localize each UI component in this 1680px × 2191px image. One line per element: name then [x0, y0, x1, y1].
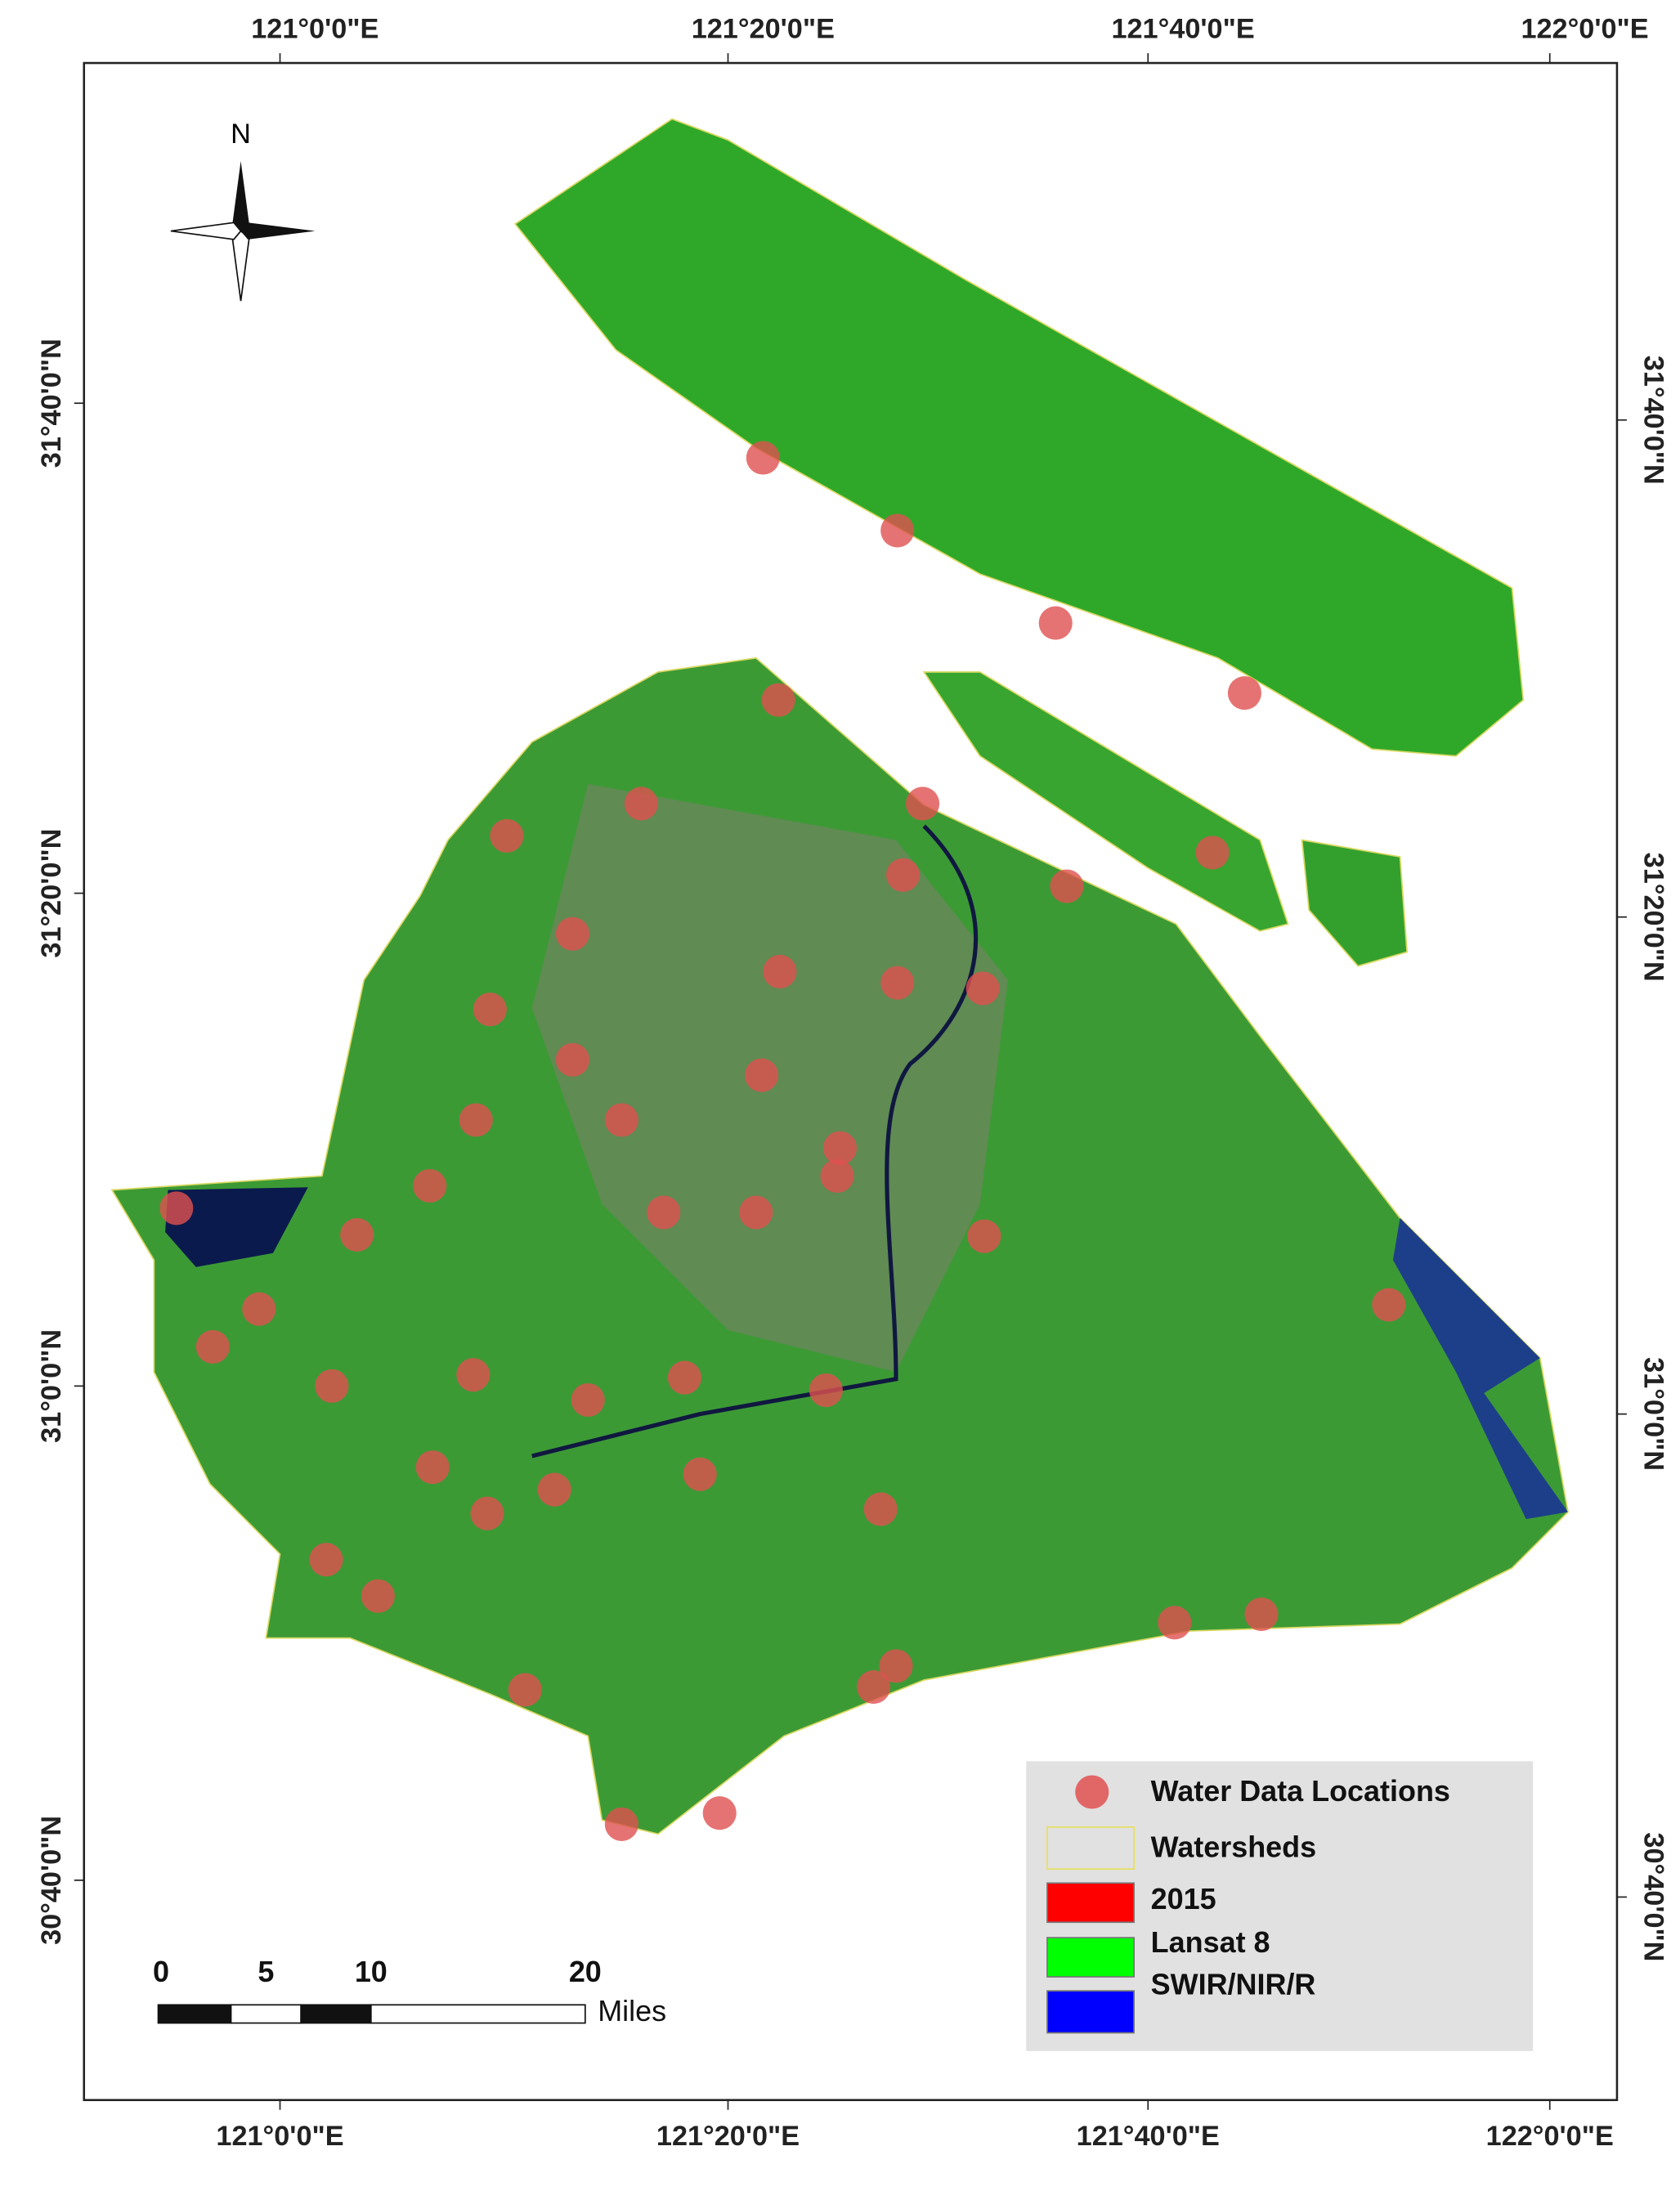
right-coord-label: 31°20'0"N [1638, 853, 1669, 982]
water-data-point [555, 1042, 589, 1077]
water-data-point [880, 513, 915, 548]
water-data-point [857, 1670, 891, 1705]
legend-symbol [1046, 1937, 1135, 1978]
land [110, 118, 1569, 1835]
water-data-point [624, 786, 658, 821]
water-data-point [1227, 676, 1261, 710]
scale-label: 20 [569, 1955, 602, 1988]
water-data-point [822, 1131, 858, 1165]
legend-symbol [1046, 1826, 1135, 1871]
water-data-point [880, 966, 915, 1000]
water-data-point [820, 1158, 854, 1194]
scale-label: 10 [355, 1955, 388, 1988]
water-data-point [604, 1807, 638, 1841]
water-data-point [361, 1579, 395, 1613]
legend-symbol [1046, 1990, 1135, 2034]
water-data-point [315, 1369, 349, 1403]
right-coord-label: 31°40'0"N [1638, 356, 1669, 485]
scale-unit: Miles [598, 1994, 666, 2027]
left-coord-label: 30°40'0"N [36, 1816, 67, 1945]
water-data-point [537, 1472, 571, 1507]
map-layer: N 0 5 10 20 Miles Water Data Locations W… [36, 14, 1669, 2152]
scale-bar: 0 5 10 20 Miles [153, 1955, 666, 2027]
left-coord-label: 31°0'0"N [36, 1329, 67, 1443]
legend-label: 2015 [1151, 1882, 1216, 1915]
legend-label: SWIR/NIR/R [1151, 1968, 1316, 2001]
bottom-coord-label: 121°0'0"E [216, 2121, 343, 2152]
water-data-point [763, 954, 797, 989]
water-data-point [555, 916, 589, 951]
changxing-island [922, 671, 1289, 932]
water-data-point [667, 1360, 701, 1395]
water-data-point [1244, 1597, 1279, 1632]
water-data-point [159, 1191, 194, 1225]
water-data-point [745, 1058, 779, 1092]
water-data-point [415, 1450, 450, 1485]
water-data-point [965, 971, 1000, 1006]
water-data-point [1050, 869, 1084, 903]
bottom-coord-label: 121°40'0"E [1077, 2121, 1220, 2152]
north-label: N [231, 119, 251, 150]
water-data-point [340, 1217, 374, 1252]
water-data-point [1195, 836, 1230, 870]
water-data-point [761, 683, 795, 717]
water-data-point [508, 1673, 542, 1707]
water-data-point [863, 1492, 898, 1526]
right-coord-label: 31°0'0"N [1638, 1357, 1669, 1471]
scale-label: 0 [153, 1955, 169, 1988]
water-data-point [1372, 1288, 1406, 1322]
water-data-point [746, 441, 780, 475]
water-data-point [490, 818, 524, 853]
hengsha-island [1301, 839, 1408, 967]
water-data-point [470, 1496, 504, 1530]
right-coord-label: 30°40'0"N [1638, 1832, 1669, 1961]
water-data-point [413, 1168, 447, 1203]
coordinate-labels: 121°0'0"E 121°0'0"E 121°20'0"E 121°20'0"E 12… [36, 14, 1669, 2152]
water-data-point [683, 1457, 717, 1491]
top-coord-label: 121°40'0"E [1111, 14, 1254, 45]
water-data-point [242, 1292, 276, 1326]
top-coord-label: 122°0'0"E [1521, 14, 1648, 45]
water-data-point [739, 1195, 773, 1230]
river [531, 824, 979, 1458]
water-data-point [1158, 1606, 1192, 1640]
water-data-point [647, 1195, 681, 1230]
water-data-point [459, 1103, 493, 1137]
water-data-point [702, 1796, 737, 1830]
water-data-point [905, 786, 940, 821]
water-data-point [1038, 606, 1073, 640]
bottom-coord-label: 121°20'0"E [656, 2121, 800, 2152]
legend-symbol [1075, 1775, 1109, 1809]
bottom-coord-label: 122°0'0"E [1486, 2121, 1614, 2152]
water-data-point [886, 858, 921, 892]
water-data-point [456, 1358, 491, 1392]
water-data-point [967, 1219, 1001, 1253]
water-data-point [473, 992, 507, 1027]
water-data-point [309, 1543, 343, 1577]
coastal-water [1392, 1217, 1568, 1520]
legend-label: Watersheds [1151, 1830, 1316, 1864]
top-coord-label: 121°0'0"E [251, 14, 379, 45]
water-data-point [571, 1382, 605, 1418]
legend-label: Lansat 8 [1151, 1925, 1270, 1959]
water-data-locations [159, 441, 1406, 1841]
water-data-point [809, 1373, 843, 1408]
water-data-point [195, 1329, 230, 1364]
water-data-point [604, 1103, 638, 1137]
left-coord-label: 31°40'0"N [36, 338, 67, 468]
lake [165, 1187, 308, 1267]
legend-symbol [1046, 1882, 1135, 1924]
scale-label: 5 [258, 1955, 274, 1988]
legend: Water Data Locations Watersheds 2015 Lan… [1026, 1761, 1534, 2051]
top-coord-label: 121°20'0"E [692, 14, 835, 45]
water-data-point [879, 1649, 913, 1683]
left-coord-label: 31°20'0"N [36, 829, 67, 958]
north-arrow: N [170, 119, 316, 302]
legend-label: Water Data Locations [1151, 1774, 1450, 1808]
